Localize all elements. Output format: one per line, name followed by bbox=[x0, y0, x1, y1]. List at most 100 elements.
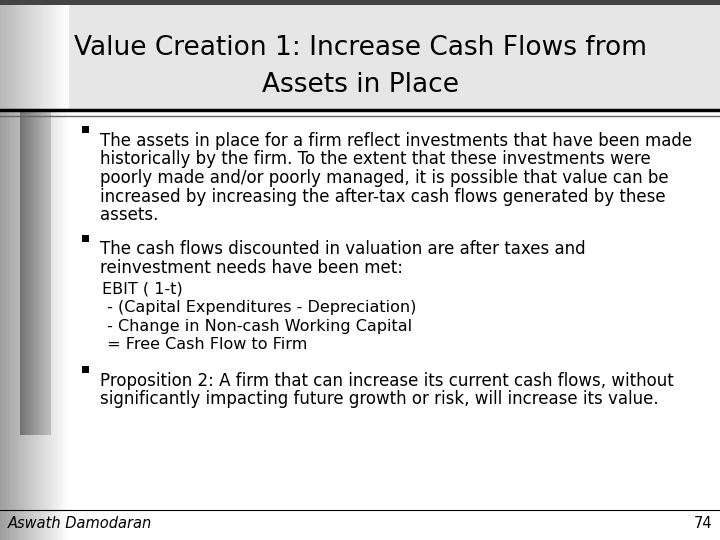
Bar bbox=[43, 110, 45, 540]
Bar bbox=[42, 110, 44, 540]
Bar bbox=[14, 0, 15, 110]
Bar bbox=[4, 0, 5, 110]
Bar bbox=[2, 110, 4, 540]
Text: Value Creation 1: Increase Cash Flows from: Value Creation 1: Increase Cash Flows fr… bbox=[73, 35, 647, 61]
Bar bbox=[33, 110, 35, 540]
Bar bbox=[49, 110, 50, 435]
Text: The assets in place for a firm reflect investments that have been made: The assets in place for a firm reflect i… bbox=[100, 132, 692, 150]
Bar bbox=[4, 0, 6, 110]
Bar bbox=[30, 0, 32, 110]
Bar bbox=[47, 110, 48, 540]
Text: Aswath Damodaran: Aswath Damodaran bbox=[8, 516, 152, 531]
Bar bbox=[22, 110, 24, 540]
Bar bbox=[63, 110, 65, 540]
Bar bbox=[0, 0, 720, 5]
Bar bbox=[66, 0, 68, 110]
Bar bbox=[82, 366, 89, 373]
Bar bbox=[17, 0, 19, 110]
Bar bbox=[41, 110, 42, 435]
Bar bbox=[37, 110, 39, 540]
Bar bbox=[22, 0, 24, 110]
Bar bbox=[42, 110, 43, 435]
Bar bbox=[27, 110, 29, 435]
Bar bbox=[16, 110, 17, 540]
Bar bbox=[51, 110, 53, 540]
Bar bbox=[24, 110, 25, 540]
Bar bbox=[20, 110, 22, 540]
Bar bbox=[40, 110, 41, 540]
Bar bbox=[44, 0, 46, 110]
Bar bbox=[58, 0, 60, 110]
Bar bbox=[61, 0, 63, 110]
Bar bbox=[55, 0, 56, 110]
Bar bbox=[33, 0, 35, 110]
Text: 74: 74 bbox=[693, 516, 712, 531]
Text: Proposition 2: A firm that can increase its current cash flows, without: Proposition 2: A firm that can increase … bbox=[100, 372, 674, 389]
Bar bbox=[44, 110, 45, 435]
Bar bbox=[17, 110, 19, 540]
Bar bbox=[53, 0, 55, 110]
Bar bbox=[45, 110, 47, 540]
Text: - (Capital Expenditures - Depreciation): - (Capital Expenditures - Depreciation) bbox=[102, 300, 416, 315]
Bar bbox=[21, 110, 22, 435]
Bar bbox=[12, 110, 13, 540]
Text: assets.: assets. bbox=[100, 206, 158, 224]
Bar bbox=[0, 0, 720, 110]
Bar bbox=[35, 0, 37, 110]
Bar bbox=[8, 110, 9, 540]
Bar bbox=[38, 110, 40, 435]
Bar bbox=[30, 110, 32, 435]
Bar bbox=[36, 110, 38, 540]
Bar bbox=[65, 0, 66, 110]
Bar bbox=[41, 0, 42, 110]
Bar bbox=[46, 110, 48, 435]
Bar bbox=[12, 0, 14, 110]
Bar bbox=[45, 0, 47, 110]
Bar bbox=[32, 0, 33, 110]
Bar bbox=[27, 110, 29, 540]
Bar bbox=[34, 110, 35, 435]
Text: - Change in Non-cash Working Capital: - Change in Non-cash Working Capital bbox=[102, 319, 412, 334]
Bar bbox=[63, 110, 64, 540]
Bar bbox=[6, 110, 7, 540]
Bar bbox=[23, 110, 24, 435]
Bar bbox=[18, 0, 19, 110]
Bar bbox=[55, 0, 57, 110]
Bar bbox=[9, 0, 11, 110]
Bar bbox=[31, 110, 32, 435]
Bar bbox=[52, 0, 54, 110]
Bar bbox=[53, 110, 55, 540]
Bar bbox=[12, 110, 14, 540]
Bar bbox=[19, 0, 21, 110]
Bar bbox=[22, 0, 23, 110]
Bar bbox=[63, 0, 65, 110]
Bar bbox=[1, 110, 3, 540]
Bar bbox=[22, 110, 23, 540]
Bar bbox=[26, 110, 27, 435]
Bar bbox=[33, 110, 35, 435]
Bar bbox=[25, 110, 27, 435]
Bar bbox=[39, 110, 40, 435]
Bar bbox=[43, 110, 45, 435]
Text: poorly made and/or poorly managed, it is possible that value can be: poorly made and/or poorly managed, it is… bbox=[100, 169, 669, 187]
Text: EBIT ( 1-t): EBIT ( 1-t) bbox=[102, 281, 183, 296]
Bar bbox=[59, 0, 60, 110]
Bar bbox=[57, 0, 58, 110]
Bar bbox=[4, 110, 5, 540]
Bar bbox=[16, 0, 17, 110]
Bar bbox=[55, 110, 57, 540]
Bar bbox=[44, 110, 46, 540]
Bar bbox=[66, 110, 68, 540]
Bar bbox=[39, 110, 40, 540]
Bar bbox=[65, 110, 66, 540]
Text: increased by increasing the after-tax cash flows generated by these: increased by increasing the after-tax ca… bbox=[100, 187, 665, 206]
Bar bbox=[32, 110, 33, 540]
Bar bbox=[47, 110, 48, 435]
Bar bbox=[39, 0, 40, 110]
Bar bbox=[43, 0, 45, 110]
Bar bbox=[25, 110, 27, 540]
Bar bbox=[49, 0, 50, 110]
Bar bbox=[67, 110, 68, 540]
Bar bbox=[1, 0, 3, 110]
Bar bbox=[59, 110, 60, 540]
